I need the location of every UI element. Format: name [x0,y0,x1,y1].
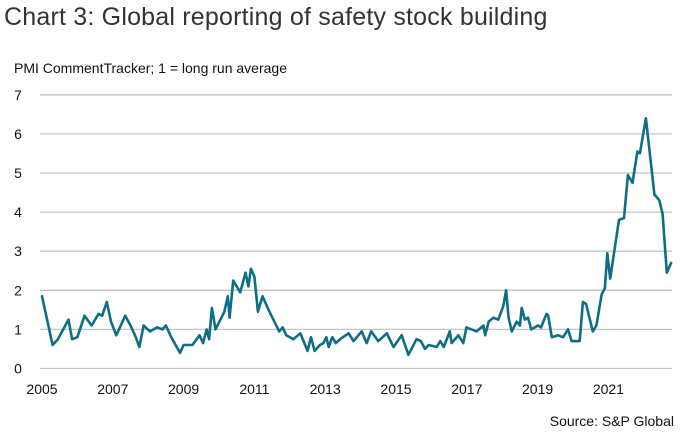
chart-title: Chart 3: Global reporting of safety stoc… [4,3,548,31]
x-tick-label: 2005 [26,381,57,397]
y-tick-label: 3 [14,243,22,259]
x-tick-label: 2015 [380,381,411,397]
y-tick-label: 1 [14,321,22,337]
y-tick-label: 0 [14,361,22,377]
x-tick-label: 2013 [310,381,341,397]
x-tick-label: 2021 [593,381,624,397]
x-tick-label: 2009 [168,381,199,397]
y-tick-label: 5 [14,165,22,181]
x-tick-label: 2019 [522,381,553,397]
source-note: Source: S&P Global [549,413,674,429]
y-tick-label: 6 [14,126,22,142]
series-line [40,117,673,357]
x-tick-label: 2007 [97,381,128,397]
y-tick-label: 7 [14,87,22,103]
y-tick-label: 2 [14,282,22,298]
x-tick-label: 2011 [239,381,269,397]
x-tick-label: 2017 [451,381,482,397]
y-tick-label: 4 [14,204,22,220]
chart-subtitle: PMI CommentTracker; 1 = long run average [14,60,287,76]
